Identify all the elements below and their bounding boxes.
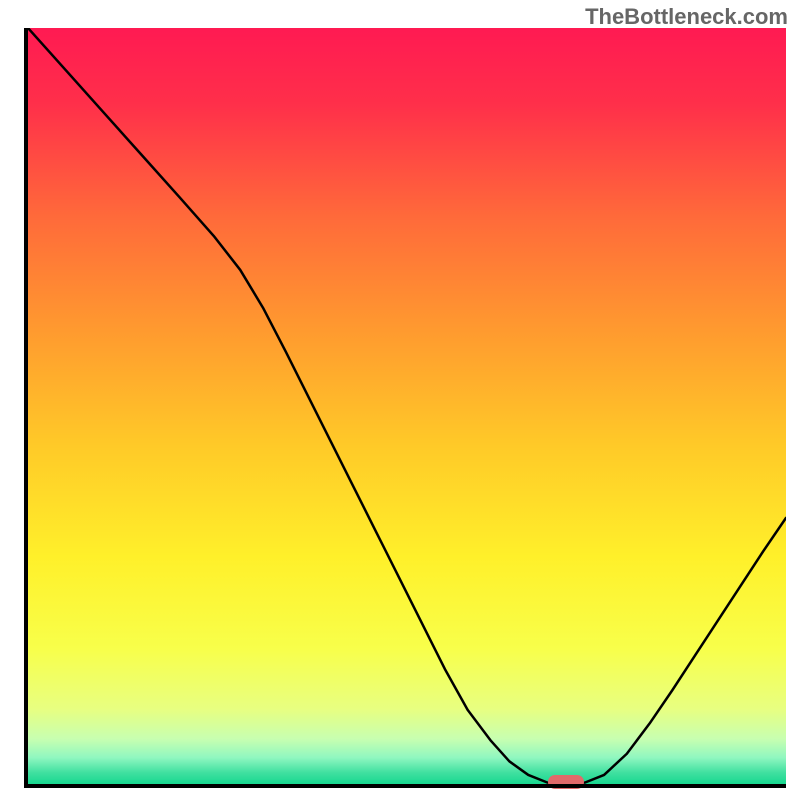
plot-area [28, 28, 786, 784]
x-axis [24, 784, 786, 788]
bottleneck-curve [28, 28, 786, 784]
y-axis [24, 28, 28, 788]
watermark-text: TheBottleneck.com [585, 4, 788, 30]
chart-container: TheBottleneck.com [0, 0, 800, 800]
